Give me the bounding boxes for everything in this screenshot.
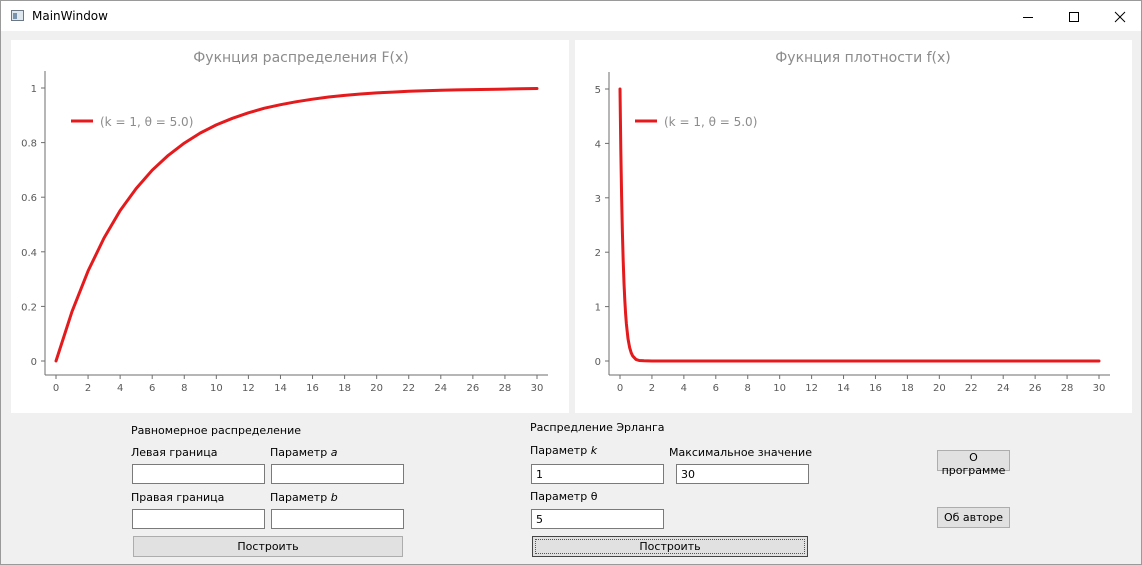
about-author-button[interactable]: Об авторе (937, 507, 1010, 528)
chart-title: Фукнция плотности f(x) (775, 50, 951, 66)
y-tick-label: 0.8 (21, 139, 37, 150)
left-bound-input[interactable] (132, 464, 265, 484)
pdf-chart: Фукнция плотности f(x)0 2 4 6 8 10 12 14 16 18 20 2… (595, 50, 1110, 394)
x-tick-label: 22 (402, 383, 415, 394)
series-line (618, 87, 1101, 363)
x-tick-label: 10 (773, 383, 786, 394)
erlang-build-button[interactable]: Построить (532, 536, 808, 557)
y-tick-label: 0.2 (21, 302, 37, 313)
app-icon (11, 10, 24, 21)
param-k-label-text: Параметр (530, 444, 591, 457)
param-b-input[interactable] (271, 509, 404, 529)
param-theta-input[interactable] (531, 509, 664, 529)
y-tick-label: 1 (595, 303, 601, 314)
erlang-heading: Распредление Эрланга (530, 421, 665, 434)
x-tick-label: 20 (370, 383, 383, 394)
x-tick-label: 12 (242, 383, 255, 394)
left-bound-label: Левая граница (131, 446, 218, 459)
x-tick-label: 28 (499, 383, 512, 394)
y-tick-label: 3 (595, 194, 601, 205)
x-tick-label: 18 (338, 383, 351, 394)
x-tick-label: 4 (117, 383, 123, 394)
param-b-label-text: Параметр (270, 491, 331, 504)
x-tick-label: 8 (745, 383, 751, 394)
x-tick-label: 6 (713, 383, 719, 394)
y-tick-label: 0 (31, 357, 37, 368)
x-tick-label: 26 (466, 383, 479, 394)
uniform-heading: Равномерное распределение (131, 424, 302, 437)
window-title: MainWindow (32, 9, 108, 23)
param-k-label: Параметр k (530, 444, 597, 457)
cdf-chart: Фукнция распределения F(x)0 2 4 6 8 10 12 14 16 1… (21, 50, 548, 394)
x-tick-label: 24 (434, 383, 447, 394)
y-tick-label: 0 (595, 357, 601, 368)
param-b-label: Параметр b (270, 491, 338, 504)
param-theta-label: Параметр θ (530, 490, 598, 503)
y-tick-label: 0.6 (21, 193, 37, 204)
chart-title: Фукнция распределения F(x) (193, 50, 409, 66)
param-a-input[interactable] (271, 464, 404, 484)
legend-label: (k = 1, θ = 5.0) (664, 115, 757, 129)
uniform-build-button[interactable]: Построить (133, 536, 403, 557)
x-tick-label: 30 (1093, 383, 1106, 394)
minimize-button[interactable] (1005, 2, 1051, 31)
param-k-input[interactable] (531, 464, 664, 484)
right-bound-label: Правая граница (131, 491, 225, 504)
x-tick-label: 24 (997, 383, 1010, 394)
legend-label: (k = 1, θ = 5.0) (100, 115, 193, 129)
x-tick-label: 8 (181, 383, 187, 394)
x-tick-label: 16 (869, 383, 882, 394)
pdf-chart-panel: Фукнция плотности f(x) 0 2 4 6 8 10 12 14 16 18 20 2… (575, 40, 1132, 413)
x-tick-label: 4 (681, 383, 687, 394)
x-tick-label: 30 (531, 383, 544, 394)
maximize-button[interactable] (1051, 2, 1097, 31)
param-b-symbol: b (330, 491, 338, 504)
param-a-symbol: a (330, 446, 338, 459)
x-tick-label: 16 (306, 383, 319, 394)
cdf-chart-panel: Фукнция распределения F(x) 0 2 4 6 8 10 12 14 16 1… (11, 40, 569, 413)
x-tick-label: 28 (1061, 383, 1074, 394)
y-tick-label: 0.4 (21, 248, 37, 259)
y-tick-label: 1 (31, 84, 37, 95)
max-value-label: Максимальное значение (669, 446, 812, 459)
x-tick-label: 22 (965, 383, 978, 394)
x-tick-label: 14 (274, 383, 287, 394)
y-tick-label: 4 (595, 139, 601, 150)
x-tick-label: 20 (933, 383, 946, 394)
param-a-label: Параметр a (270, 446, 337, 459)
title-bar[interactable]: MainWindow (1, 1, 1141, 31)
x-tick-label: 6 (149, 383, 155, 394)
x-tick-label: 12 (805, 383, 818, 394)
x-tick-label: 26 (1029, 383, 1042, 394)
param-a-label-text: Параметр (270, 446, 331, 459)
x-tick-label: 2 (85, 383, 91, 394)
minimize-icon (1023, 17, 1033, 18)
close-icon (1114, 11, 1126, 23)
x-tick-label: 0 (53, 383, 59, 394)
y-tick-label: 5 (595, 85, 601, 96)
close-button[interactable] (1097, 2, 1142, 31)
x-tick-label: 2 (649, 383, 655, 394)
max-value-input[interactable] (676, 464, 809, 484)
x-tick-label: 0 (617, 383, 623, 394)
x-tick-label: 18 (901, 383, 914, 394)
about-program-button[interactable]: О программе (937, 450, 1010, 477)
param-k-symbol: k (590, 444, 598, 457)
x-tick-label: 14 (837, 383, 850, 394)
maximize-icon (1069, 12, 1079, 22)
series-line (54, 87, 539, 363)
x-tick-label: 10 (210, 383, 223, 394)
y-tick-label: 2 (595, 248, 601, 259)
right-bound-input[interactable] (132, 509, 265, 529)
